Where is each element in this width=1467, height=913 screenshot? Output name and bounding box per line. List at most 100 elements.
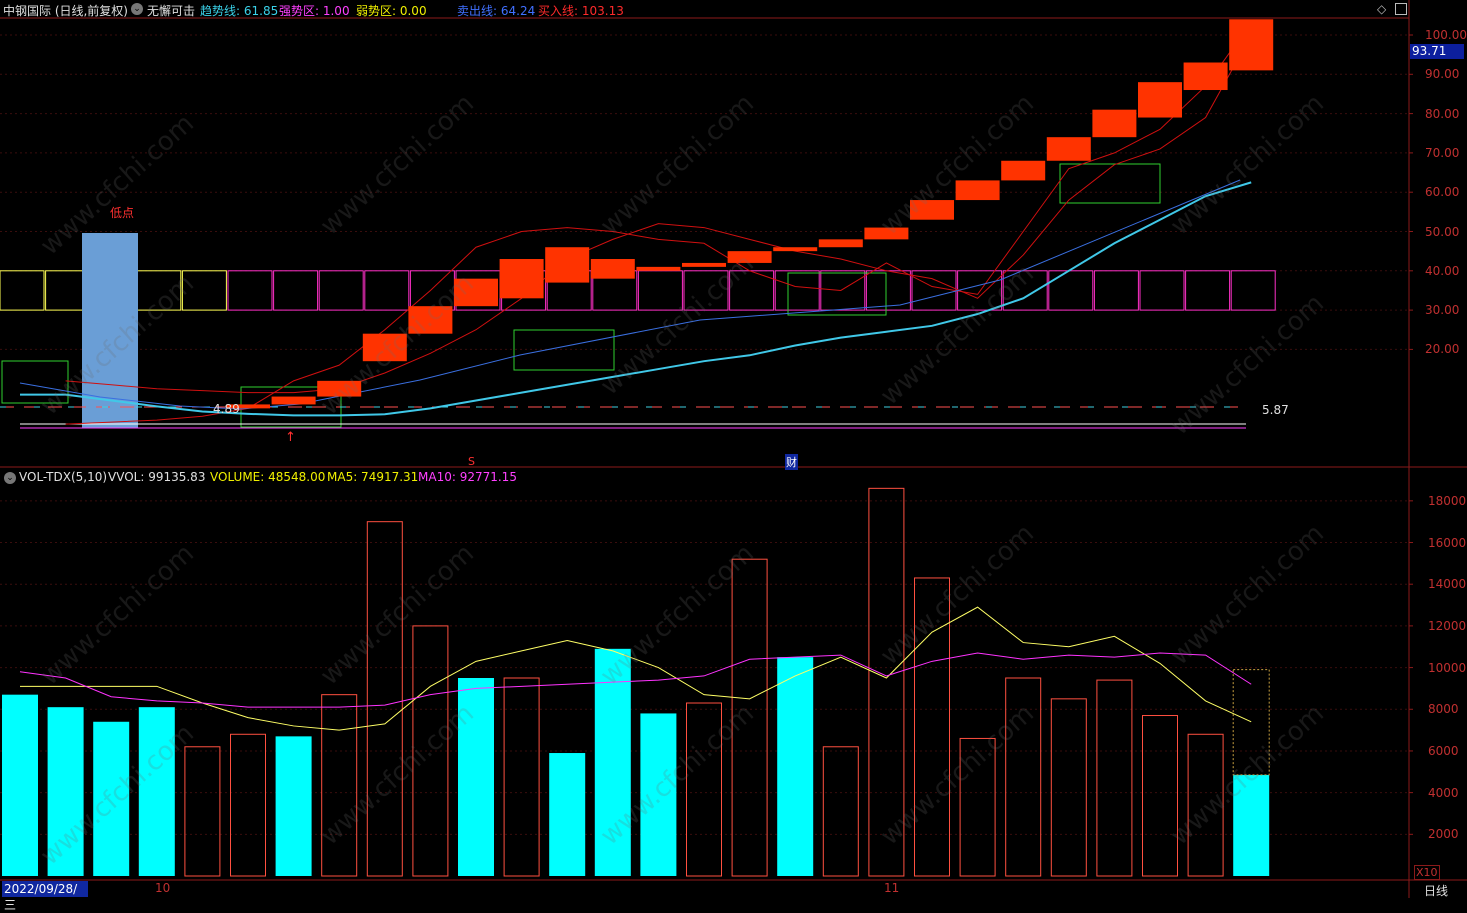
zone-box [181,270,227,311]
zone-box [637,270,683,311]
trend-line [20,181,1252,417]
volume-bar [594,648,631,876]
zone-box [683,270,729,311]
volume-bar [321,694,358,877]
volume-bar [959,737,996,877]
volume-bar [1096,679,1133,877]
volume-bar [777,657,814,876]
ma5-value: MA5: 74917.31 [327,470,419,484]
price-bar [727,251,772,263]
strong-zone-value: 强势区: 1.00 [279,4,350,18]
zone-box [1093,270,1139,311]
buy-line [65,22,1252,425]
volume-bar [1050,698,1087,877]
volume-bar [412,625,449,877]
volume-bar [366,521,403,877]
volume-value: VOLUME: 48548.00 [210,470,326,484]
zone-box [957,270,1003,311]
trend-line-value: 趋势线: 61.85 [200,4,279,18]
volume-bar [184,746,221,877]
ma5-line [20,606,1252,731]
zone-box [1002,270,1048,311]
ma10-line [19,652,1252,708]
volume-bar [1142,715,1178,877]
price-tick-label: 100.00 [1425,28,1467,42]
volume-bar [731,558,768,877]
zone-box [1048,270,1094,311]
price-bar [545,247,590,283]
price-tick-label: 60.00 [1425,185,1460,200]
volume-tick-label: 14000 [1428,577,1467,592]
price-bar [362,333,407,362]
volume-tick-label: 10000 [1428,660,1467,675]
price-tick-label: 50.00 [1425,224,1460,239]
volume-bar [458,678,494,876]
zone-box [227,270,273,311]
sell-line-value: 卖出线: 64.24 [457,4,536,18]
price-tick-label: 80.00 [1425,106,1460,121]
volume-bar [138,707,175,876]
sell-line [65,34,1252,394]
blue-guide-line [19,179,1241,410]
price-bar [1001,160,1046,181]
current-price-tag: 93.71 [1410,44,1464,59]
volume-tick-label: 6000 [1428,743,1459,758]
signal-box [1059,163,1161,204]
volume-bar [686,702,722,877]
volume-bar [1005,677,1042,877]
price-bar [590,259,635,279]
price-bar [226,404,270,409]
price-tick-label: 40.00 [1425,263,1460,278]
volume-tick-label: 2000 [1428,827,1459,842]
zone-box [1139,270,1185,311]
zone-box [1230,270,1276,311]
signal-box [1,360,69,404]
volume-indicator-menu-icon[interactable]: ⌄ [4,472,16,484]
price-bar [864,227,909,240]
indicator-name: 无懈可击 [147,4,196,18]
cursor-date: 2022/09/28/三 [2,881,88,912]
volume-bar [275,736,312,876]
volume-bar [503,677,540,877]
zone-box [364,270,410,311]
volume-bar [2,694,38,876]
zone-box [409,270,455,311]
month-oct-label: 10 [155,881,171,895]
price-bar [955,180,1000,201]
zone-box [273,270,319,311]
zone-box [1185,270,1231,311]
volume-bar [822,746,859,877]
volume-bar [230,733,266,877]
volume-bar [868,487,905,877]
weak-zone-value: 弱势区: 0.00 [356,4,427,18]
price-bar [818,239,863,248]
volume-tick-label: 8000 [1428,702,1459,717]
price-bar [1138,82,1182,118]
volume-bar [93,721,130,876]
diamond-icon[interactable]: ◇ [1377,2,1387,16]
low-point-label: 低点 [110,206,135,220]
volume-bar [47,707,84,876]
left-value-label: 4.89 [213,402,240,416]
indicator-menu-icon[interactable]: ⌄ [131,3,143,15]
volume-tick-label: 12000 [1428,618,1467,633]
zone-box [136,270,182,311]
price-bar [454,278,498,307]
window-toggle-icon[interactable] [1395,3,1407,15]
volume-tick-label: 16000 [1428,535,1467,550]
volume-indicator-name: VOL-TDX(5,10) [19,470,108,484]
zone-box [318,270,364,311]
right-value-label: 5.87 [1262,403,1289,417]
period-selector[interactable]: 日线 [1424,884,1449,898]
volume-tick-label: 4000 [1428,785,1459,800]
event-finance-marker[interactable]: 财 [785,454,798,470]
buy-line-value: 买入线: 103.13 [538,4,624,18]
buy-arrow-icon: ↑ [285,430,296,445]
price-bar [1046,137,1091,161]
zone-box [774,270,820,311]
volume-bar [1233,774,1270,876]
zone-box [729,270,775,311]
event-s-marker[interactable]: S [468,455,475,468]
price-bar [1229,19,1274,71]
